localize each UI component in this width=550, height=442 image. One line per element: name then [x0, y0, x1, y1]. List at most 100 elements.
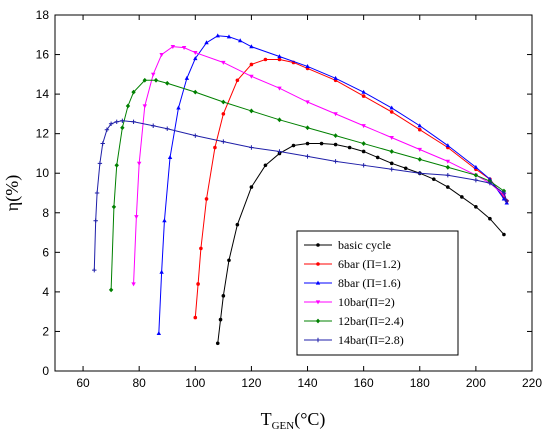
data-point [501, 190, 507, 196]
legend-item: 6bar (Π=1.2) [304, 257, 401, 271]
x-axis-title-subscript: GEN [272, 420, 295, 432]
legend-label: 8bar (Π=1.6) [338, 276, 401, 290]
data-point [277, 57, 282, 62]
legend-item: 14bar(Π=2.8) [304, 333, 404, 347]
x-tick-label: 80 [132, 376, 146, 390]
data-point [315, 318, 321, 324]
data-point [488, 216, 492, 221]
y-tick-label: 18 [36, 8, 50, 22]
data-point [184, 75, 190, 80]
data-point [134, 215, 139, 220]
data-point [193, 315, 198, 320]
data-point [111, 204, 117, 210]
data-point [315, 280, 321, 285]
series-3 [131, 45, 507, 287]
legend-label: 12bar(Π=2.4) [338, 314, 404, 328]
data-point [445, 143, 451, 148]
data-point [361, 141, 366, 146]
data-point [446, 185, 450, 189]
data-point [305, 100, 310, 105]
data-point [305, 154, 310, 159]
data-point [277, 149, 282, 154]
data-point [389, 161, 394, 166]
series-line [93, 120, 508, 271]
data-point [316, 262, 320, 266]
data-point [417, 156, 422, 162]
data-point [389, 167, 394, 172]
data-point [181, 46, 187, 51]
data-point [167, 155, 173, 159]
data-point [502, 232, 506, 237]
data-point [277, 54, 282, 59]
data-point [291, 143, 296, 148]
data-point [221, 139, 226, 144]
data-point [333, 75, 338, 80]
data-point [193, 133, 198, 138]
y-tick-label: 16 [36, 48, 50, 62]
data-point [235, 78, 240, 83]
data-point [92, 267, 97, 273]
data-point [156, 331, 162, 336]
data-point [204, 197, 209, 201]
data-point [213, 145, 217, 150]
data-point [165, 80, 170, 86]
data-point [347, 145, 352, 150]
data-point [445, 173, 451, 178]
data-point [151, 72, 156, 77]
data-point [125, 103, 131, 109]
data-point [249, 145, 254, 150]
data-point [431, 177, 436, 181]
legend-label: basic cycle [338, 238, 391, 252]
legend-label: 6bar (Π=1.2) [338, 257, 401, 271]
y-axis-title: η(%) [2, 175, 23, 211]
x-tick-label: 100 [185, 376, 205, 390]
data-point [114, 119, 119, 124]
data-point [237, 38, 243, 43]
x-tick-label: 120 [241, 376, 261, 390]
data-point [504, 198, 509, 204]
y-tick-label: 14 [36, 87, 50, 101]
data-point [131, 119, 136, 124]
data-point [131, 89, 136, 95]
series-0 [215, 141, 506, 346]
data-point [389, 110, 394, 114]
data-point [249, 185, 254, 189]
data-point [305, 141, 310, 146]
x-axis-title-main: T [261, 409, 272, 429]
data-point [193, 56, 198, 61]
data-point [375, 155, 380, 160]
data-point [108, 121, 114, 126]
data-point [315, 300, 321, 305]
series-line [110, 79, 505, 290]
data-point [120, 125, 125, 131]
data-point [221, 294, 226, 298]
data-point [215, 341, 220, 346]
data-point [235, 222, 240, 227]
data-point [114, 162, 119, 168]
data-point [417, 127, 422, 132]
data-point [131, 282, 136, 287]
data-point [159, 52, 164, 57]
y-tick-label: 12 [36, 127, 50, 141]
data-point [333, 112, 338, 117]
data-point [501, 196, 507, 201]
data-point [263, 163, 268, 168]
legend-item: basic cycle [304, 238, 391, 252]
x-axis-title-unit: (°C) [294, 409, 325, 430]
data-point [445, 164, 451, 170]
data-point [277, 86, 282, 91]
data-point [277, 117, 282, 123]
y-tick-label: 8 [42, 206, 49, 220]
x-tick-label: 160 [354, 376, 374, 390]
data-point [227, 258, 231, 263]
data-point [221, 112, 226, 116]
data-point [221, 99, 226, 105]
legend-item: 10bar(Π=2) [304, 295, 395, 309]
data-point [417, 171, 422, 176]
data-point [473, 164, 479, 169]
data-point [445, 159, 451, 164]
data-point [218, 317, 223, 322]
data-point [361, 94, 366, 98]
data-point [389, 105, 394, 110]
data-point [361, 149, 366, 154]
